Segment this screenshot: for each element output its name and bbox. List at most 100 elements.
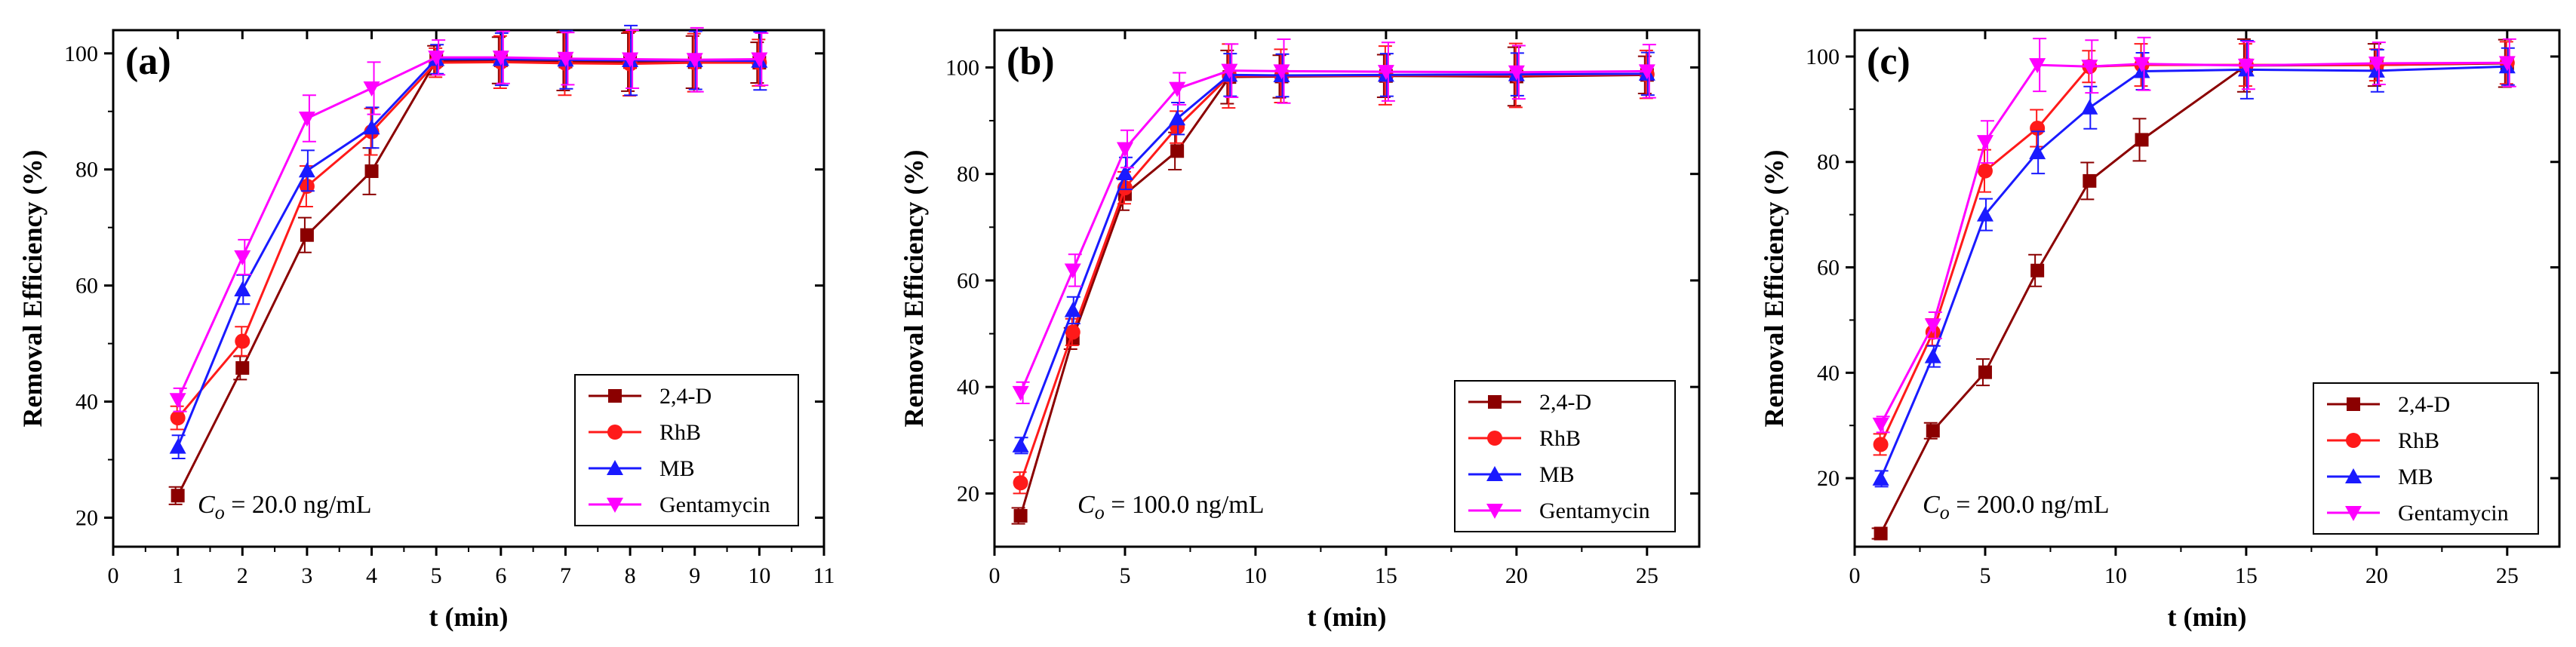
series-gentamycin [1872, 36, 2516, 434]
x-tick-label: 10 [1244, 563, 1267, 588]
y-tick-label: 20 [957, 481, 979, 506]
data-point [169, 393, 186, 409]
y-tick-label: 20 [75, 506, 98, 531]
data-point [1169, 110, 1186, 126]
x-tick-label: 2 [237, 563, 248, 588]
data-point [557, 51, 574, 67]
x-tick-label: 1 [172, 563, 183, 588]
legend-marker [2345, 468, 2362, 483]
data-point [1012, 385, 1029, 401]
annotation-var: C [1923, 491, 1940, 519]
y-tick-label: 60 [1817, 256, 1840, 281]
data-point [751, 52, 768, 68]
data-point [300, 228, 314, 242]
x-tick-label: 10 [2104, 563, 2127, 588]
data-point [1924, 348, 1941, 363]
series-rhb [170, 30, 767, 431]
x-tick-label: 5 [431, 563, 442, 588]
data-point [1116, 142, 1133, 158]
data-point [1978, 365, 1992, 379]
legend-label: RhB [2398, 428, 2439, 453]
plot-frame [993, 29, 1701, 548]
legend-label: Gentamycin [1539, 498, 1650, 523]
data-point [1872, 417, 1889, 433]
series-line [177, 60, 760, 419]
x-tick-label: 11 [813, 563, 835, 588]
data-point [363, 119, 380, 135]
legend-label: 2,4-D [2398, 392, 2450, 417]
data-point [234, 281, 251, 297]
x-tick-label: 5 [1119, 563, 1130, 588]
concentration-annotation: Co = 200.0 ng/mL [1923, 491, 2110, 523]
data-point [1013, 509, 1028, 523]
data-point [364, 164, 379, 179]
legend: 2,4-D RhB MB Gentamycin [574, 374, 799, 526]
annotation-value: = 200.0 ng/mL [1950, 491, 2110, 519]
data-point [2133, 57, 2150, 72]
data-point [1976, 206, 1993, 222]
legend-label: 2,4-D [1539, 390, 1591, 415]
legend-marker [2347, 397, 2360, 411]
data-point [2135, 133, 2149, 147]
data-point [2030, 263, 2045, 278]
concentration-annotation: Co = 100.0 ng/mL [1077, 491, 1265, 523]
x-tick-label: 4 [366, 563, 377, 588]
legend-marker [2346, 433, 2361, 448]
y-axis-label: Removal Efficiency (%) [899, 150, 929, 428]
data-point [1873, 437, 1889, 452]
series-gentamycin [1012, 38, 1656, 405]
data-point [1170, 144, 1185, 158]
data-point [1976, 135, 1993, 151]
x-tick-label: 0 [1849, 563, 1861, 588]
data-point [298, 162, 315, 178]
data-point [170, 410, 186, 426]
chart-panel-a: 0 1 2 3 4 5 6 7 8 9 10 11 20 40 60 80 100 t (min) Removal … [17, 24, 835, 632]
data-point [492, 51, 509, 66]
annotation-sub: o [1095, 501, 1105, 523]
data-point [171, 489, 185, 503]
x-tick-label: 15 [2235, 563, 2258, 588]
legend-label: MB [1539, 462, 1575, 487]
series-gentamycin [169, 26, 769, 412]
series-line [177, 56, 760, 400]
y-tick-label: 60 [957, 268, 979, 293]
legend-label: 2,4-D [659, 384, 712, 409]
legend-label: MB [659, 456, 695, 481]
panel-label: (b) [1007, 40, 1055, 83]
data-point [622, 52, 639, 68]
data-point [1064, 263, 1081, 279]
x-tick-label: 9 [689, 563, 700, 588]
data-point [298, 111, 315, 127]
series-line [177, 59, 760, 496]
data-point [1221, 63, 1238, 79]
y-tick-label: 100 [64, 41, 98, 66]
panel-label: (c) [1867, 40, 1910, 83]
legend-label: RhB [1539, 426, 1581, 451]
data-point [363, 81, 380, 97]
chart-panel-b: 0 5 10 15 20 25 20 40 60 80 100 t (min) Removal Effi… [899, 29, 1701, 632]
legend-marker [1486, 504, 1503, 519]
y-axis-label: Removal Efficiency (%) [17, 150, 48, 428]
y-tick-label: 100 [1806, 44, 1840, 69]
panel-label: (a) [125, 40, 171, 83]
x-tick-label: 0 [108, 563, 119, 588]
data-point [2081, 99, 2098, 115]
y-tick-label: 100 [945, 55, 979, 80]
data-point [2029, 58, 2046, 74]
series-line [1019, 69, 1647, 394]
y-tick-label: 80 [75, 158, 98, 182]
x-tick-label: 10 [748, 563, 770, 588]
data-point [234, 250, 251, 265]
data-point [1169, 81, 1186, 97]
annotation-value: = 20.0 ng/mL [225, 491, 372, 519]
x-tick-label: 25 [2496, 563, 2519, 588]
legend-label: RhB [659, 420, 701, 445]
annotation-sub: o [215, 501, 225, 523]
x-axis-label: t (min) [2168, 602, 2247, 632]
annotation-sub: o [1940, 501, 1950, 523]
x-tick-label: 0 [989, 563, 1001, 588]
data-point [1064, 302, 1081, 317]
annotation-var: C [198, 491, 215, 519]
data-point [2368, 57, 2385, 72]
